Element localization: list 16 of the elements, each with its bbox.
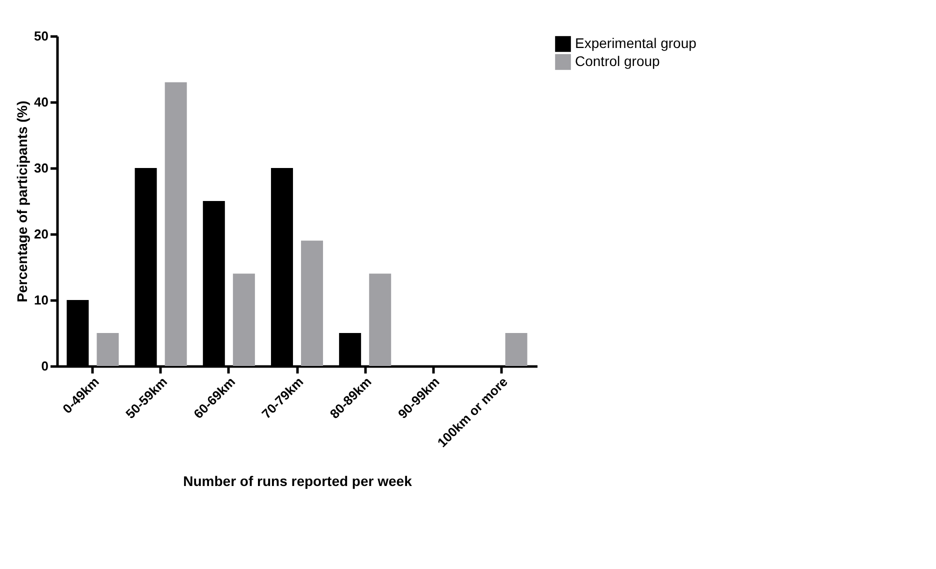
bar [232,274,255,366]
legend-label: Control group [575,53,660,69]
bar [301,240,324,366]
bar [164,82,187,366]
y-tick-label: 10 [34,292,48,308]
y-axis-title: Percentage of participants (%) [14,100,30,302]
y-tick-label: 40 [34,94,48,110]
y-tick-label: 50 [34,28,48,44]
y-tick-label: 30 [34,160,48,176]
y-tick-label: 20 [34,226,48,242]
x-axis-title: Number of runs reported per week [183,473,412,490]
bar [96,333,119,366]
y-tick-label: 0 [41,358,48,374]
legend-label: Experimental group [575,35,697,51]
bar [505,333,528,366]
bar [369,274,392,366]
